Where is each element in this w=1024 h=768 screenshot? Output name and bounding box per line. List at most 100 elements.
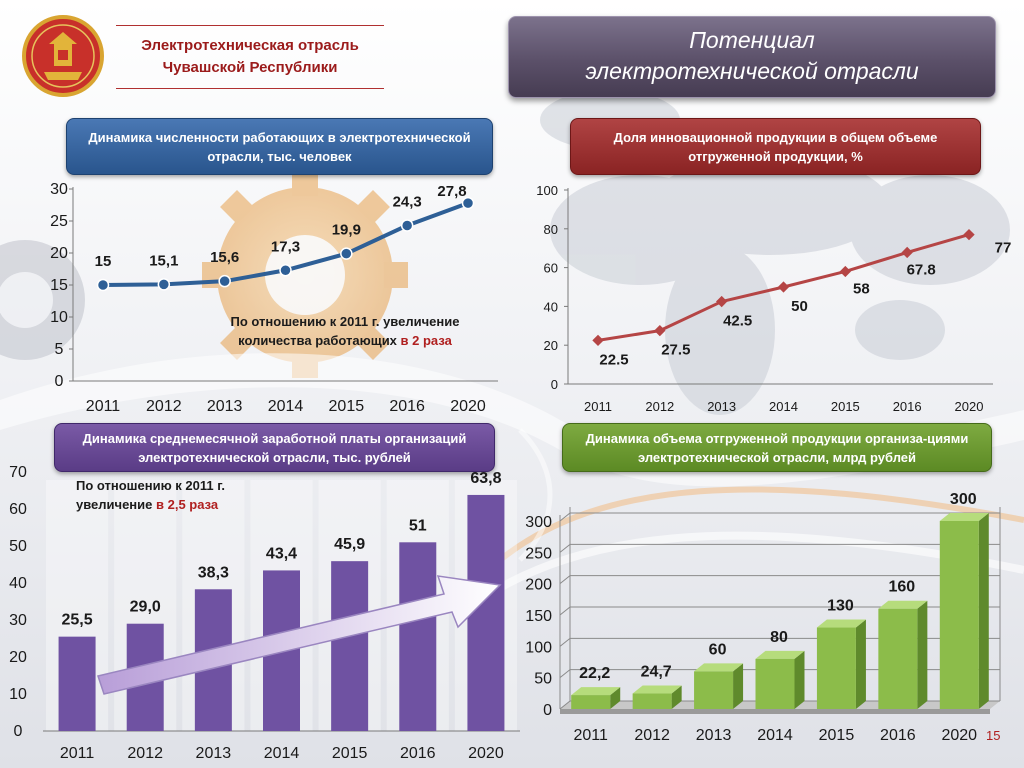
chart3-bar-side	[794, 650, 805, 709]
chart1-data-point	[592, 334, 604, 347]
page-number: 15	[986, 728, 1001, 743]
chart1-y-tick-label: 100	[536, 183, 558, 198]
chart3-bar	[939, 521, 979, 709]
chart1-x-tick-label: 2015	[831, 399, 860, 414]
chart0-data-label: 15	[95, 253, 112, 270]
org-line-2: Чувашской Республики	[162, 59, 338, 76]
org-header: Электротехническая отрасль Чувашской Рес…	[116, 25, 384, 89]
chart2-bar	[399, 542, 437, 731]
chart3-data-label: 60	[709, 641, 727, 658]
salary-growth-note: По отношению к 2011 г. увеличение в 2,5 …	[76, 476, 276, 514]
chart3-data-label: 300	[950, 491, 977, 508]
chart2-y-tick-label: 50	[9, 538, 27, 555]
chart0-data-point	[400, 219, 414, 232]
chart2-x-tick-label: 2013	[196, 745, 232, 762]
chart3-data-label: 22,2	[579, 665, 610, 682]
chart0-x-tick-label: 2016	[389, 398, 425, 415]
chart1-data-point	[963, 228, 975, 241]
chart3-bar-top	[694, 663, 744, 672]
chart3-bar	[632, 693, 672, 709]
chart1-data-point	[777, 281, 790, 293]
chart0-data-label: 15,6	[210, 249, 239, 266]
chart3-x-tick-label: 2016	[880, 727, 916, 744]
chart2-bar	[331, 561, 369, 731]
chart0-data-label: 24,3	[393, 193, 422, 210]
chart1-data-label: 22.5	[599, 351, 628, 368]
chart2-y-tick-label: 10	[9, 686, 27, 703]
chart1-x-tick-label: 2011	[584, 399, 612, 414]
chart3-bar-top	[571, 687, 621, 696]
chart3-floor-edge	[560, 709, 990, 714]
chart0-data-label: 17,3	[271, 238, 300, 255]
chart3-bar	[571, 695, 611, 709]
chart2-x-tick-label: 2012	[127, 745, 163, 762]
chart3-x-tick-label: 2014	[757, 727, 793, 744]
chart3-y-tick-label: 150	[525, 608, 552, 625]
chart2-x-tick-label: 2020	[468, 745, 504, 762]
chart3-y-tick-label: 0	[543, 702, 552, 719]
chart3-data-label: 160	[889, 579, 916, 596]
chart3-bar-top	[632, 685, 682, 694]
chart3-bar-top	[939, 513, 989, 521]
slide-title: Потенциал электротехнической отрасли	[508, 16, 996, 98]
chart1-x-tick-label: 2012	[645, 399, 674, 414]
chart2-y-tick-label: 70	[9, 464, 27, 481]
chart1-data-point	[901, 246, 913, 259]
chart1-data-label: 67.8	[907, 261, 936, 278]
chart0-x-tick-label: 2020	[450, 398, 486, 415]
chart0-data-label: 15,1	[149, 252, 178, 269]
employees-note-text: По отношению к 2011 г. увеличение количе…	[230, 314, 460, 348]
chart1-x-tick-label: 2016	[893, 399, 922, 414]
chart2-y-tick-label: 30	[9, 612, 27, 629]
chart2-y-tick-label: 60	[9, 501, 27, 518]
chart0-data-point	[218, 274, 231, 288]
title-line-2: электротехнической отрасли	[585, 58, 919, 84]
chart3-bar-side	[610, 687, 621, 709]
chart3-x-tick-label: 2013	[696, 727, 732, 744]
chart3-x-tick-label: 2011	[574, 727, 609, 744]
innovation-chart-title: Доля инновационной продукции в общем объ…	[570, 118, 981, 175]
chart2-data-label: 45,9	[334, 536, 365, 553]
chart1-x-tick-label: 2013	[707, 399, 736, 414]
chart1-data-point	[839, 265, 851, 278]
chart3-y-tick-label: 200	[525, 577, 552, 594]
title-line-1: Потенциал	[689, 27, 815, 53]
chart3-y-tick-label: 250	[525, 545, 552, 562]
chart3-bar-side	[855, 619, 866, 709]
chart2-x-tick-label: 2015	[332, 745, 368, 762]
chart3-bar-side	[733, 663, 744, 709]
chart3-grid-diag	[559, 606, 571, 616]
chart2-x-tick-label: 2016	[400, 745, 436, 762]
chart1-data-label: 50	[791, 298, 808, 315]
chart3-x-tick-label: 2012	[634, 727, 670, 744]
chart2-y-tick-label: 0	[14, 723, 23, 740]
chart1-data-point	[716, 295, 728, 308]
chart1-data-label: 58	[853, 280, 870, 297]
salary-note-text: По отношению к 2011 г. увеличение	[76, 478, 225, 512]
chart2-y-tick-label: 40	[9, 575, 27, 592]
chart3-grid-diag	[559, 637, 571, 647]
chart2-bar	[467, 494, 505, 731]
chart2-x-tick-label: 2011	[60, 745, 95, 762]
chart1-y-tick-label: 80	[544, 222, 558, 237]
chart3-x-tick-label: 2020	[941, 727, 977, 744]
chart3-bar-top	[878, 600, 928, 609]
chart0-x-tick-label: 2014	[268, 398, 304, 415]
chart2-data-label: 51	[409, 517, 427, 534]
chart0-data-label: 19,9	[332, 222, 361, 239]
chart0-y-tick-label: 15	[50, 277, 68, 294]
chart2-data-label: 38,3	[198, 564, 229, 581]
chart3-y-tick-label: 50	[534, 671, 552, 688]
employees-note-highlight: в 2 раза	[400, 333, 452, 348]
chart3-grid-diag	[559, 512, 571, 522]
chart2-data-label: 25,5	[62, 612, 93, 629]
chart0-y-tick-label: 30	[50, 181, 68, 198]
chart3-x-tick-label: 2015	[819, 727, 855, 744]
chart1-data-label: 77	[995, 240, 1012, 257]
chart0-x-tick-label: 2015	[329, 398, 365, 415]
chart1-data-point	[654, 324, 666, 337]
chart0-data-point	[461, 196, 475, 210]
chart0-data-point	[96, 278, 110, 292]
chart0-data-label: 27,8	[437, 183, 466, 200]
